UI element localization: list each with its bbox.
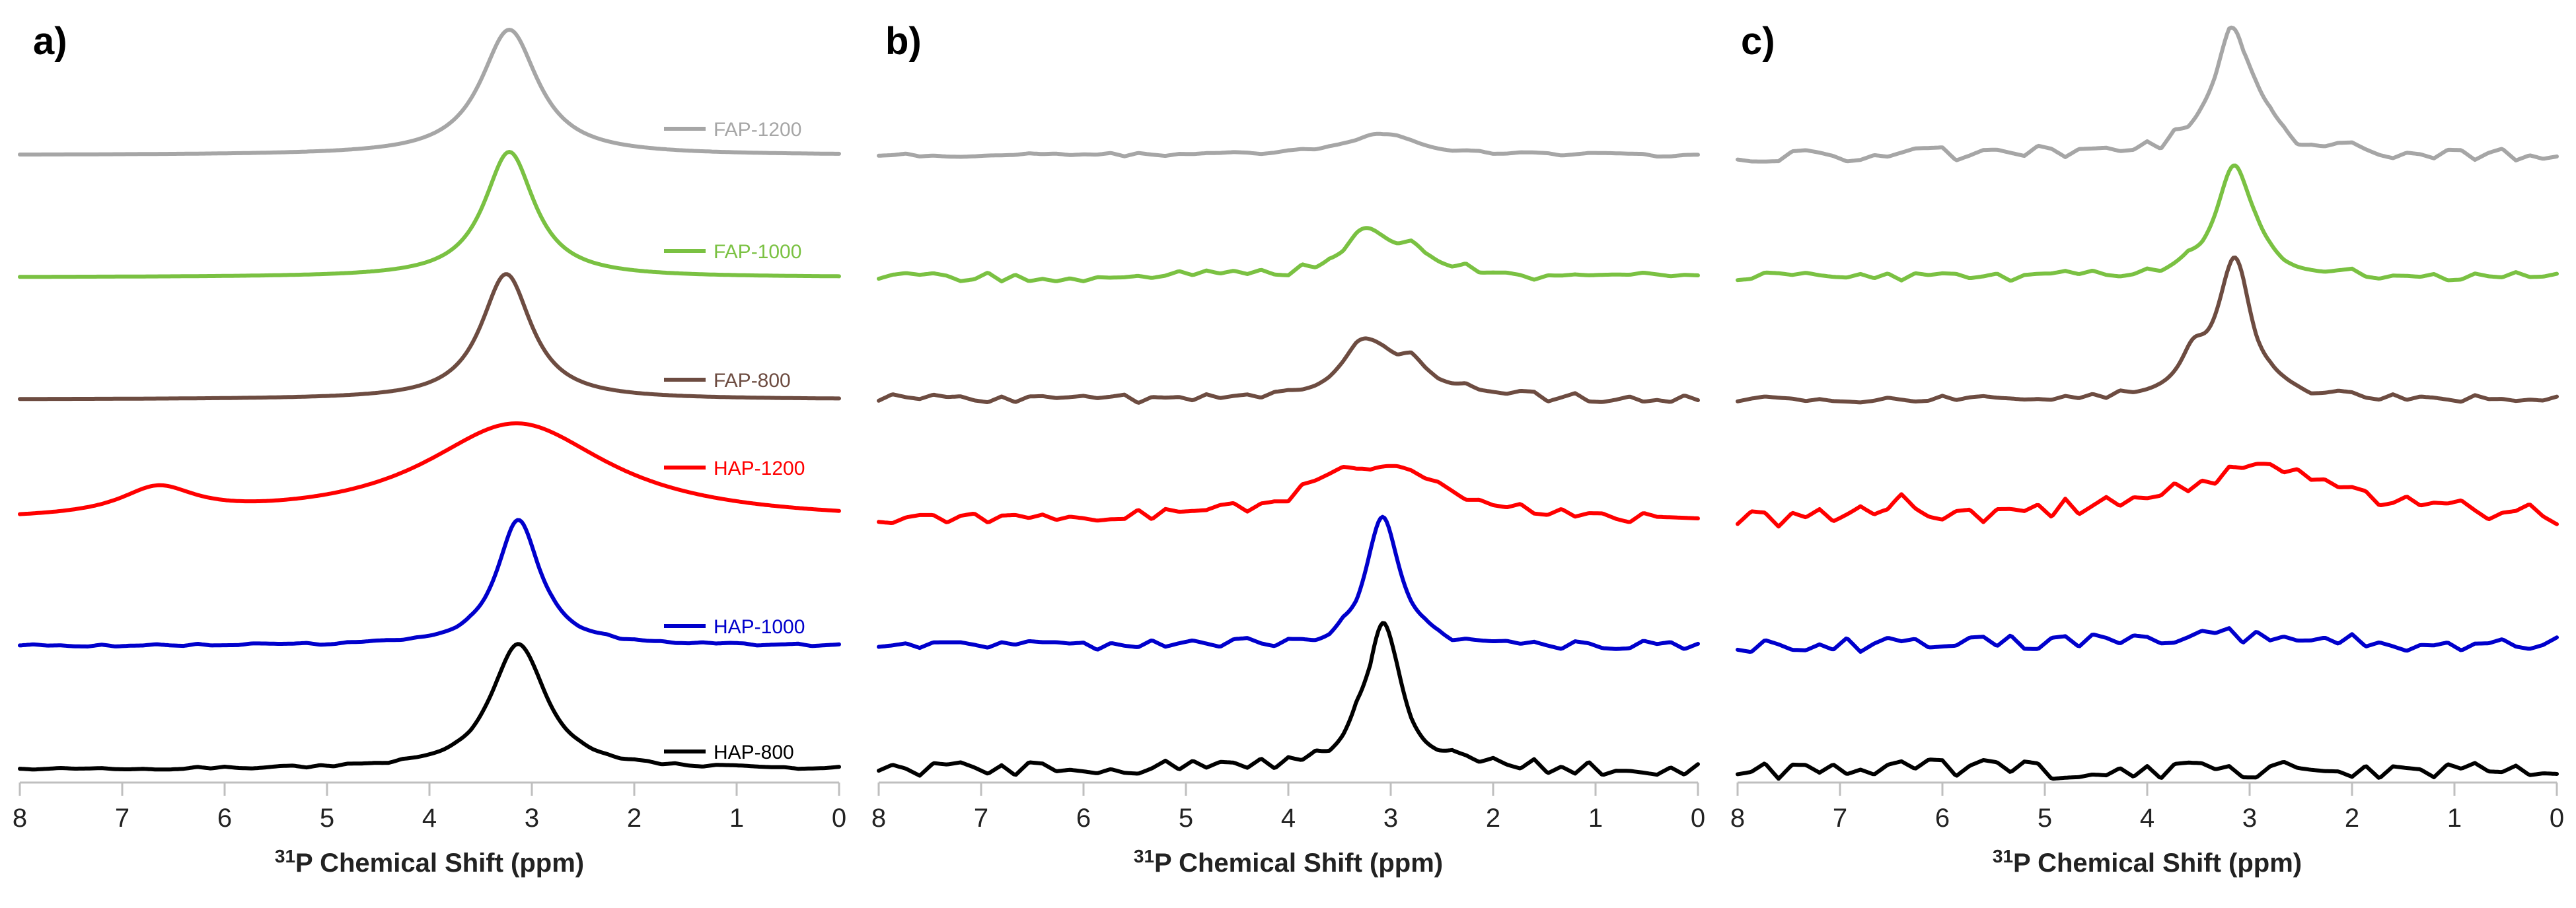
panel-a-tick-label-3: 3	[525, 804, 539, 833]
panel-a-tick-label-7: 7	[115, 804, 129, 833]
panel-b-tick-label-3: 3	[1383, 804, 1398, 833]
panel-c-x-axis-title: 31P Chemical Shift (ppm)	[1993, 846, 2302, 878]
panel-b-x-axis-title-text: P Chemical Shift (ppm)	[1154, 849, 1443, 878]
panel-c: c) 8 7 6 5 4 3 2 1 0 31P Chemical Shift (ppm)	[1730, 20, 2564, 878]
panel-b-tick-label-7: 7	[974, 804, 988, 833]
panel-b-tick-label-6: 6	[1076, 804, 1091, 833]
panel-c-series-fap-1200	[1736, 25, 2559, 164]
panel-b-ticks: 8 7 6 5 4 3 2 1 0	[871, 783, 1705, 833]
panel-b-tick-label-0: 0	[1691, 804, 1705, 833]
panel-a-x-axis-title-sup: 31	[275, 846, 295, 866]
panel-a-legend: FAP-1200 FAP-1000 FAP-800 HAP-1200 HAP-1000 H…	[664, 119, 805, 763]
panel-c-series-hap-1000	[1736, 626, 2559, 654]
panel-c-tick-label-8: 8	[1730, 804, 1745, 833]
panel-b: b) 8 7 6 5 4 3 2 1 0 31P Chemical Shift (ppm)	[871, 20, 1705, 878]
panel-a-tick-label-2: 2	[627, 804, 642, 833]
panel-b-letter: b)	[885, 20, 922, 63]
panel-c-tick-label-0: 0	[2550, 804, 2564, 833]
panel-a-series-fap-800	[18, 272, 841, 402]
panel-a-tick-label-0: 0	[832, 804, 846, 833]
panel-c-series-hap-1200	[1736, 462, 2559, 529]
panel-a-series-hap-1000	[18, 518, 841, 648]
panel-a-series-fap-1000	[18, 150, 841, 279]
panel-a-tick-label-1: 1	[729, 804, 744, 833]
panel-c-x-axis-title-text: P Chemical Shift (ppm)	[2013, 849, 2302, 878]
panel-a-x-axis-title: 31P Chemical Shift (ppm)	[275, 846, 584, 878]
panel-b-tick-label-8: 8	[871, 804, 886, 833]
panel-c-letter: c)	[1741, 20, 1775, 63]
panel-b-tick-label-2: 2	[1486, 804, 1500, 833]
panel-a-letter: a)	[33, 20, 67, 63]
legend-label-hap-1000: HAP-1000	[714, 616, 805, 638]
panel-c-tick-label-2: 2	[2345, 804, 2359, 833]
legend-label-hap-1200: HAP-1200	[714, 458, 805, 479]
panel-c-tick-label-7: 7	[1833, 804, 1847, 833]
panel-b-tick-label-5: 5	[1179, 804, 1193, 833]
panel-b-series-hap-1200	[877, 464, 1700, 525]
panel-a-series-hap-1200	[18, 421, 841, 516]
panel-c-tick-label-1: 1	[2447, 804, 2462, 833]
panel-c-tick-label-4: 4	[2140, 804, 2154, 833]
panel-b-tick-label-4: 4	[1281, 804, 1296, 833]
panel-c-ticks: 8 7 6 5 4 3 2 1 0	[1730, 783, 2564, 833]
panel-b-series-hap-1000	[877, 514, 1700, 652]
legend-label-fap-1200: FAP-1200	[714, 119, 801, 141]
panel-b-series-fap-1200	[877, 131, 1700, 159]
panel-a-ticks: 8 7 6 5 4 3 2 1 0	[13, 783, 846, 833]
panel-c-tick-label-3: 3	[2242, 804, 2257, 833]
panel-a-series-fap-1200	[18, 28, 841, 157]
panel-a-tick-label-6: 6	[217, 804, 232, 833]
panel-b-series-group	[877, 131, 1700, 778]
panel-b-series-fap-800	[877, 336, 1700, 405]
panel-b-series-hap-800	[877, 621, 1700, 778]
legend-label-fap-800: FAP-800	[714, 370, 791, 392]
panel-b-series-fap-1000	[877, 226, 1700, 284]
panel-a-series-group	[18, 28, 841, 772]
panel-a-tick-label-8: 8	[13, 804, 27, 833]
panel-b-tick-label-1: 1	[1588, 804, 1603, 833]
panel-a-tick-label-5: 5	[320, 804, 334, 833]
panel-a: a) 8 7 6 5 4 3 2 1 0 FAP-1200 FAP-1000 FAP-800 HAP-…	[13, 20, 846, 878]
legend-label-fap-1000: FAP-1000	[714, 241, 801, 263]
panel-c-series-group	[1736, 25, 2559, 781]
panel-a-tick-label-4: 4	[422, 804, 437, 833]
panel-a-series-hap-800	[18, 642, 841, 772]
panel-b-x-axis-title-sup: 31	[1134, 846, 1154, 866]
panel-a-x-axis-title-text: P Chemical Shift (ppm)	[295, 849, 584, 878]
panel-c-series-fap-1000	[1736, 163, 2559, 283]
panel-c-tick-label-6: 6	[1935, 804, 1950, 833]
panel-c-tick-label-5: 5	[2038, 804, 2052, 833]
panel-c-x-axis-title-sup: 31	[1993, 846, 2013, 866]
legend-label-hap-800: HAP-800	[714, 742, 794, 763]
panel-b-x-axis-title: 31P Chemical Shift (ppm)	[1134, 846, 1443, 878]
panel-c-series-hap-800	[1736, 757, 2559, 781]
panel-c-series-fap-800	[1736, 256, 2559, 405]
